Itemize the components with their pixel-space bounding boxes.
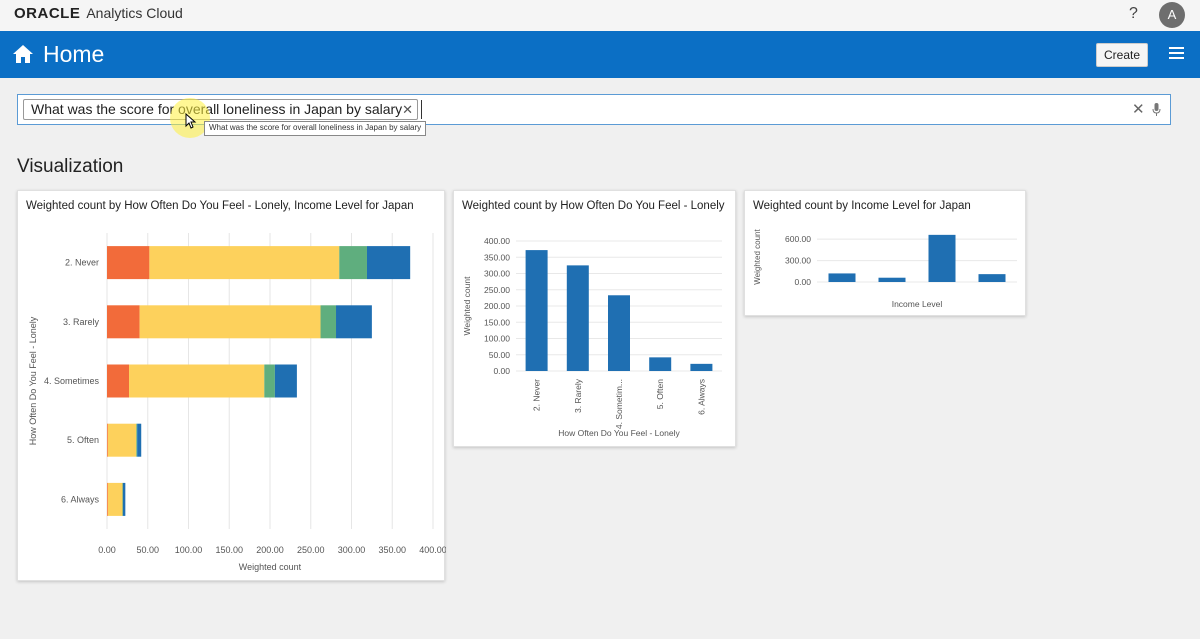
x-tick-label: 400.00 bbox=[419, 545, 446, 555]
x-tick-label: 50.00 bbox=[136, 545, 159, 555]
x-tick-label: 6. Always bbox=[696, 379, 706, 415]
y-tick-label: 50.00 bbox=[489, 350, 511, 360]
bar bbox=[649, 357, 672, 371]
x-axis-label: Weighted count bbox=[239, 562, 302, 572]
bar bbox=[928, 234, 956, 282]
bar-segment bbox=[107, 364, 130, 398]
y-tick-label: 300.00 bbox=[785, 256, 811, 266]
bar-segment bbox=[107, 482, 123, 516]
clear-search-icon[interactable]: ✕ bbox=[1132, 101, 1145, 118]
bar-segment bbox=[136, 423, 138, 457]
home-icon[interactable] bbox=[12, 44, 34, 64]
x-tick-label: 3. Rarely bbox=[573, 378, 583, 413]
y-tick-label: 200.00 bbox=[484, 301, 510, 311]
y-tick-label: 350.00 bbox=[484, 252, 510, 262]
bar-segment bbox=[264, 364, 275, 398]
section-title: Visualization bbox=[17, 156, 124, 177]
y-tick-label: 2. Never bbox=[65, 258, 99, 268]
bar-segment bbox=[366, 246, 411, 280]
y-tick-label: 150.00 bbox=[484, 317, 510, 327]
x-tick-label: 200.00 bbox=[256, 545, 284, 555]
avatar[interactable]: A bbox=[1159, 2, 1185, 28]
help-icon[interactable]: ? bbox=[1129, 5, 1138, 22]
x-axis-label: How Often Do You Feel - Lonely bbox=[558, 428, 680, 438]
y-tick-label: 250.00 bbox=[484, 285, 510, 295]
viz-card-lonely[interactable]: Weighted count by How Often Do You Feel … bbox=[453, 190, 736, 447]
search-tooltip: What was the score for overall lonelines… bbox=[204, 121, 427, 136]
bar bbox=[608, 295, 630, 371]
y-tick-label: 3. Rarely bbox=[63, 317, 100, 327]
x-tick-label: 250.00 bbox=[297, 545, 325, 555]
card-title: Weighted count by How Often Do You Feel … bbox=[26, 200, 414, 212]
bar-segment bbox=[107, 423, 137, 457]
product-name: Analytics Cloud bbox=[86, 5, 183, 21]
bar bbox=[525, 250, 548, 371]
y-tick-label: 5. Often bbox=[67, 435, 99, 445]
top-bar: ORACLE Analytics Cloud ? A bbox=[0, 0, 1200, 31]
bar-segment bbox=[122, 482, 123, 516]
bar-segment bbox=[336, 305, 372, 339]
bar-segment bbox=[107, 482, 108, 516]
y-tick-label: 400.00 bbox=[484, 236, 510, 246]
y-axis-label: How Often Do You Feel - Lonely bbox=[28, 316, 38, 445]
page-header: Home Create bbox=[0, 31, 1200, 78]
bar-segment bbox=[339, 246, 367, 280]
y-axis-label: Weighted count bbox=[462, 276, 472, 336]
bar bbox=[828, 273, 856, 282]
bar-segment bbox=[139, 305, 321, 339]
bar-chart-income: 0.00 300.00 600.00 Weighted count Income Lev… bbox=[753, 229, 1017, 309]
bar-segment bbox=[274, 364, 297, 398]
y-tick-label: 0.00 bbox=[794, 277, 811, 287]
bar-segment bbox=[107, 423, 108, 457]
brand-logo: ORACLE Analytics Cloud bbox=[14, 5, 183, 22]
x-tick-label: 300.00 bbox=[338, 545, 366, 555]
viz-card-income[interactable]: Weighted count by Income Level for Japan… bbox=[744, 190, 1026, 316]
y-axis-label: Weighted count bbox=[753, 229, 762, 285]
x-axis-label: Income Level bbox=[892, 299, 943, 309]
create-button[interactable]: Create bbox=[1096, 43, 1148, 67]
y-tick-label: 100.00 bbox=[484, 334, 510, 344]
mouse-cursor-icon bbox=[185, 113, 197, 129]
bar-segment bbox=[129, 364, 265, 398]
y-tick-label: 6. Always bbox=[61, 494, 100, 504]
x-tick-label: 4. Sometim... bbox=[614, 379, 624, 429]
hamburger-menu-icon[interactable] bbox=[1169, 47, 1184, 61]
viz-card-lonely-income[interactable]: Weighted count by How Often Do You Feel … bbox=[17, 190, 446, 581]
x-tick-label: 2. Never bbox=[532, 379, 542, 411]
bar bbox=[566, 265, 589, 371]
bar-segment bbox=[320, 305, 337, 339]
oracle-logo: ORACLE bbox=[14, 5, 81, 22]
y-tick-label: 4. Sometimes bbox=[44, 376, 100, 386]
bar-segment bbox=[149, 246, 340, 280]
stacked-bar-chart: 0.00 50.00 100.00 150.00 200.00 250.00 300.00 3… bbox=[28, 233, 446, 572]
x-tick-label: 100.00 bbox=[175, 545, 203, 555]
bar-segment bbox=[137, 423, 142, 457]
bar bbox=[878, 277, 906, 282]
card-title: Weighted count by Income Level for Japan bbox=[753, 200, 971, 212]
x-tick-label: 0.00 bbox=[98, 545, 116, 555]
text-caret bbox=[421, 100, 422, 119]
y-tick-label: 0.00 bbox=[493, 366, 510, 376]
bar-segment bbox=[107, 305, 140, 339]
bar-chart-lonely: 0.00 50.00 100.00 150.00 200.00 250.00 300.00 3… bbox=[462, 236, 722, 438]
x-tick-label: 150.00 bbox=[215, 545, 243, 555]
bar-segment bbox=[107, 246, 150, 280]
bar bbox=[690, 363, 713, 371]
x-tick-label: 350.00 bbox=[378, 545, 406, 555]
page-title: Home bbox=[43, 41, 105, 67]
bar bbox=[978, 274, 1006, 282]
search-query-chip[interactable]: What was the score for overall lonelines… bbox=[23, 99, 418, 120]
y-tick-label: 300.00 bbox=[484, 269, 510, 279]
bar-segment bbox=[122, 482, 126, 516]
remove-chip-icon[interactable]: ✕ bbox=[402, 102, 413, 117]
microphone-icon[interactable] bbox=[1152, 103, 1161, 117]
x-tick-label: 5. Often bbox=[655, 379, 665, 410]
search-query-text: What was the score for overall lonelines… bbox=[31, 101, 403, 117]
y-tick-label: 600.00 bbox=[785, 234, 811, 244]
